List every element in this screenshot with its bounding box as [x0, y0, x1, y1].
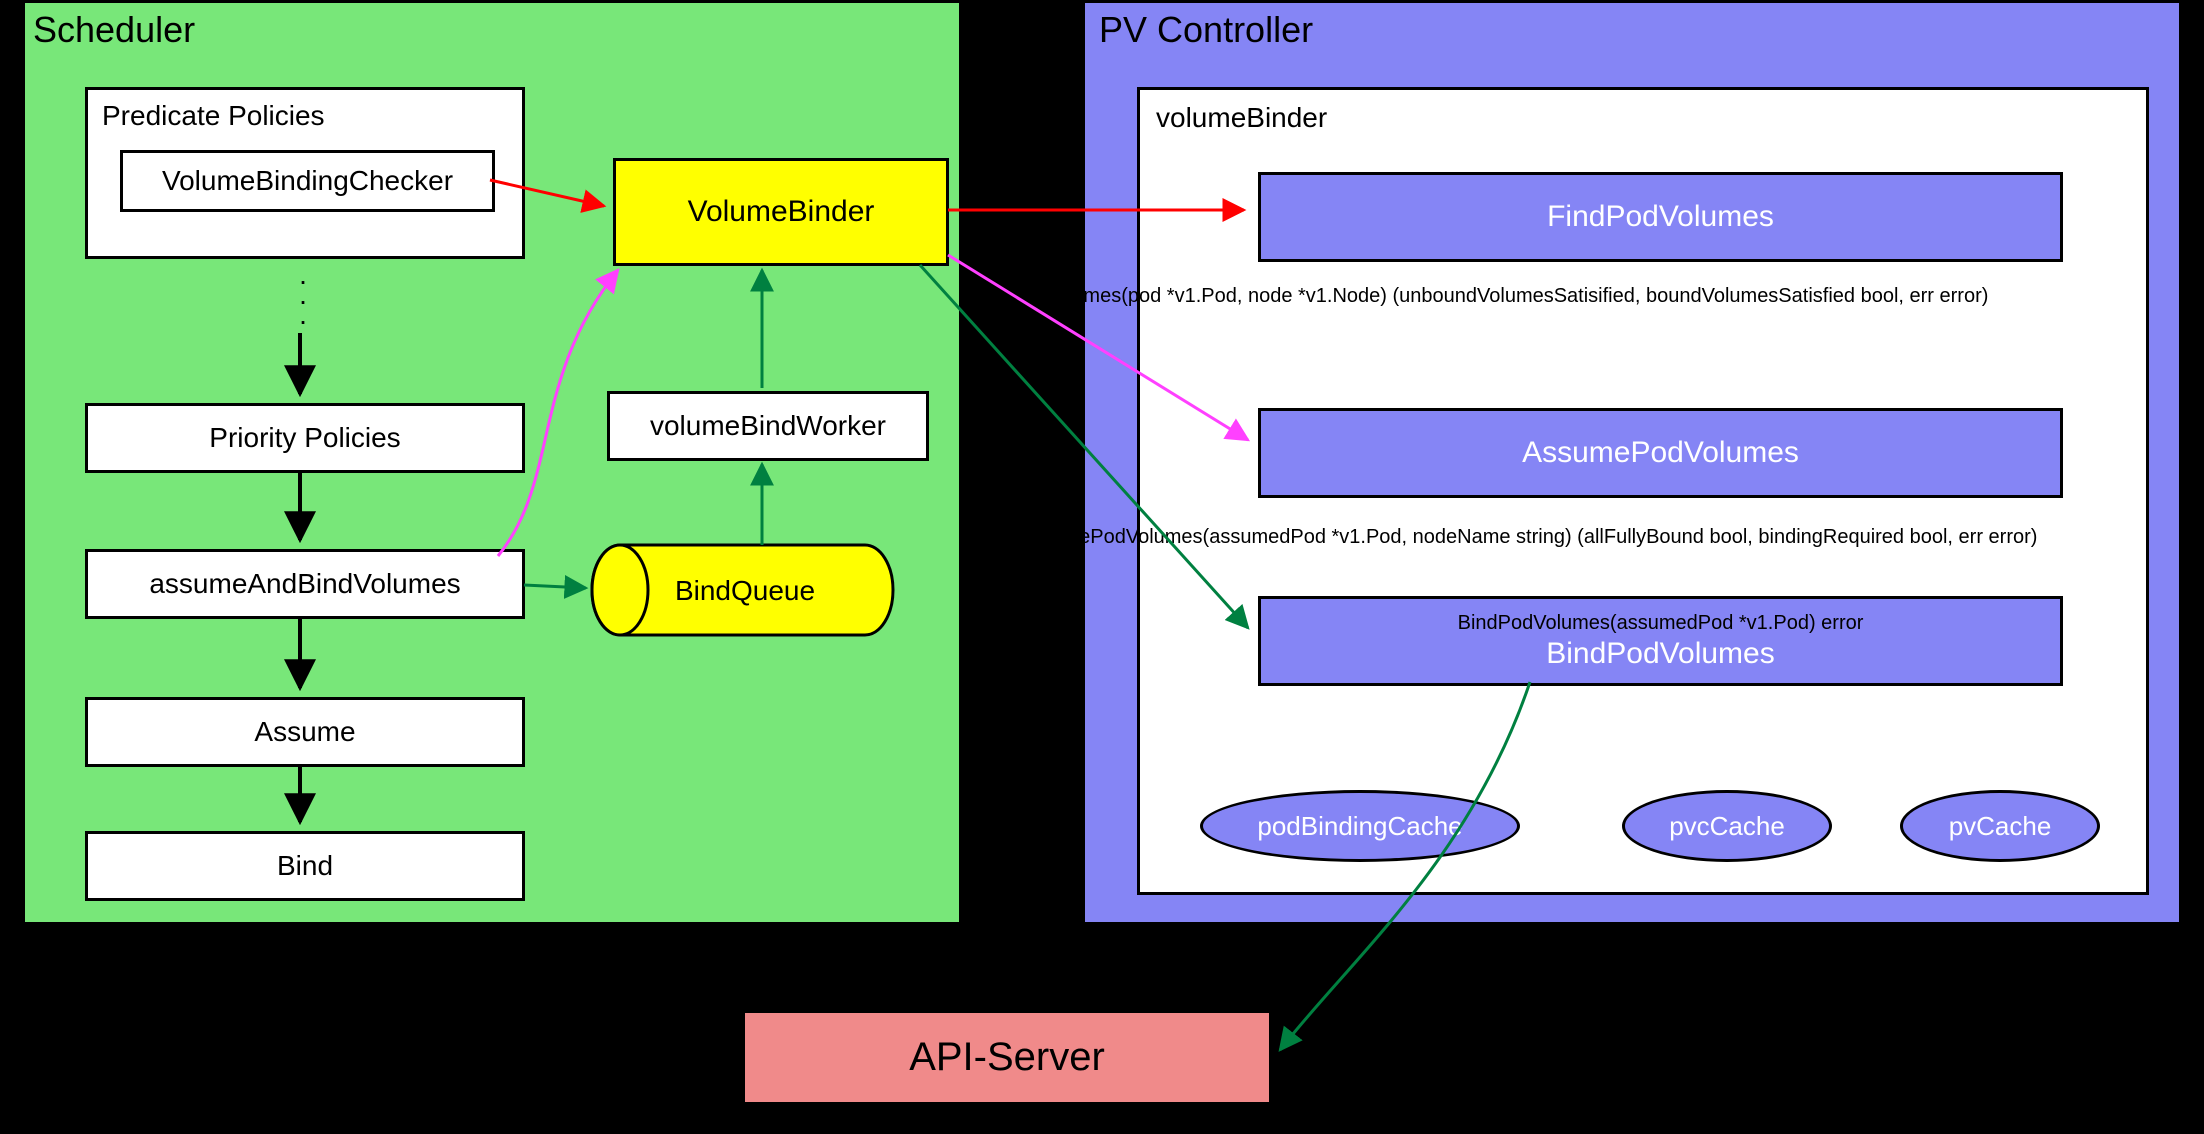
find-pod-volumes-label: FindPodVolumes: [1547, 200, 1774, 234]
scheduler-title: Scheduler: [33, 9, 195, 51]
bind-pod-volumes-box: BindPodVolumes(assumedPod *v1.Pod) error…: [1258, 596, 2063, 686]
scheduler-panel: Scheduler Predicate Policies VolumeBindi…: [22, 0, 962, 925]
assume-and-bind-label: assumeAndBindVolumes: [149, 568, 460, 600]
volume-binding-checker-box: VolumeBindingChecker: [120, 150, 495, 212]
priority-policies-box: Priority Policies: [85, 403, 525, 473]
volume-bind-worker-label: volumeBindWorker: [650, 410, 886, 442]
volume-binder-inner-label: volumeBinder: [1156, 102, 1327, 134]
assume-label: Assume: [254, 716, 355, 748]
priority-policies-label: Priority Policies: [209, 422, 400, 454]
find-pod-volumes-sig: FindPodVolumes(pod *v1.Pod, node *v1.Nod…: [970, 285, 1988, 308]
assume-pod-volumes-sig: AssumePodVolumes(assumedPod *v1.Pod, nod…: [1018, 526, 2037, 549]
pv-cache: pvCache: [1900, 790, 2100, 862]
volume-binder-inner-box: volumeBinder FindPodVolumes AssumePodVol…: [1137, 87, 2149, 895]
pod-binding-cache: podBindingCache: [1200, 790, 1520, 862]
pv-controller-title: PV Controller: [1099, 9, 1313, 51]
bind-label: Bind: [277, 850, 333, 882]
pod-binding-cache-label: podBindingCache: [1257, 811, 1462, 842]
api-server-label: API-Server: [909, 1035, 1105, 1080]
find-pod-volumes-box: FindPodVolumes: [1258, 172, 2063, 262]
assume-pod-volumes-label: AssumePodVolumes: [1522, 436, 1799, 470]
pv-controller-panel: PV Controller volumeBinder FindPodVolume…: [1082, 0, 2182, 925]
assume-box: Assume: [85, 697, 525, 767]
predicate-policies-box: Predicate Policies VolumeBindingChecker: [85, 87, 525, 259]
assume-pod-volumes-box: AssumePodVolumes: [1258, 408, 2063, 498]
api-server-box: API-Server: [742, 1010, 1272, 1105]
predicate-policies-label: Predicate Policies: [102, 100, 325, 132]
pvc-cache-label: pvcCache: [1669, 811, 1785, 842]
bind-pod-volumes-label: BindPodVolumes: [1546, 637, 1775, 671]
pv-cache-label: pvCache: [1949, 811, 2052, 842]
bind-box: Bind: [85, 831, 525, 901]
volume-binder-label: VolumeBinder: [688, 195, 875, 229]
pvc-cache: pvcCache: [1622, 790, 1832, 862]
predicate-dots: ...: [293, 265, 313, 325]
assume-and-bind-box: assumeAndBindVolumes: [85, 549, 525, 619]
volume-binder-box: VolumeBinder: [613, 158, 949, 266]
volume-bind-worker-box: volumeBindWorker: [607, 391, 929, 461]
volume-binding-checker-label: VolumeBindingChecker: [162, 165, 453, 197]
bind-pod-volumes-sig: BindPodVolumes(assumedPod *v1.Pod) error: [1458, 612, 1864, 635]
